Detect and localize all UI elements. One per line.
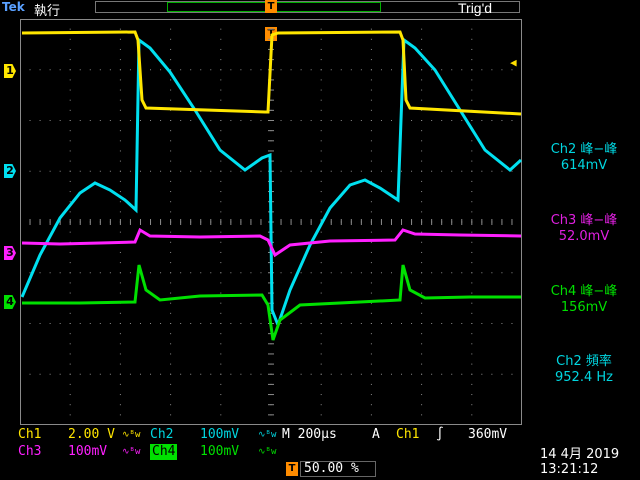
measurement-value: 156mV bbox=[560, 300, 608, 315]
ch1-waveform bbox=[21, 30, 522, 116]
trigger-position-top-icon: T bbox=[265, 0, 277, 13]
brand-prefix: Tek bbox=[2, 0, 25, 14]
measurement-value: 614mV bbox=[560, 158, 608, 173]
measurement-title: Ch2 峰−峰 bbox=[550, 142, 618, 157]
settings-row-2: Ch3 100mV ∿ᴮw Ch4 100mV ∿ᴮw bbox=[18, 444, 318, 460]
trigger-position-value[interactable]: 50.00 % bbox=[300, 461, 376, 477]
measurement-title: Ch4 峰−峰 bbox=[550, 284, 618, 299]
trigger-mode: A bbox=[372, 427, 380, 442]
measurement-value: 952.4 Hz bbox=[555, 370, 613, 385]
trigger-slope-icon: ∫ bbox=[436, 427, 444, 442]
ch2-waveform bbox=[20, 37, 522, 330]
ch2-marker[interactable]: 2 bbox=[4, 164, 16, 178]
ch1-marker[interactable]: 1 bbox=[4, 64, 16, 78]
measurement-title: Ch2 頻率 bbox=[556, 354, 612, 369]
date: 14 4月 2019 bbox=[540, 447, 620, 462]
acquisition-status: 執行 bbox=[34, 4, 61, 19]
waveform-display[interactable] bbox=[20, 19, 522, 425]
trigger-level-marker-icon[interactable]: ◀ bbox=[510, 56, 517, 69]
ch3-waveform bbox=[21, 227, 522, 258]
ch4-waveform bbox=[22, 264, 521, 341]
trigger-position-icon: T bbox=[286, 462, 298, 476]
measurement-value: 52.0mV bbox=[558, 229, 610, 244]
trigger-level[interactable]: 360mV bbox=[468, 427, 508, 442]
measurement-ch2-frequency: Ch2 頻率 952.4 Hz bbox=[528, 354, 640, 386]
settings-row-1: Ch1 2.00 V ∿ᴮw Ch2 100mV ∿ᴮw M 200µs A C… bbox=[18, 427, 528, 443]
ch4-scale[interactable]: 100mV bbox=[200, 444, 240, 459]
time: 13:21:12 bbox=[540, 462, 599, 477]
brand-logo: Tek bbox=[2, 0, 25, 14]
ch4-marker[interactable]: 4 bbox=[4, 295, 16, 309]
measurement-ch4-pk2pk: Ch4 峰−峰 156mV bbox=[528, 284, 640, 316]
ch3-scale[interactable]: 100mV bbox=[68, 444, 108, 459]
trigger-source[interactable]: Ch1 bbox=[396, 427, 420, 442]
ch1-label[interactable]: Ch1 bbox=[18, 427, 42, 442]
ch4-bandwidth-icon: ∿ᴮw bbox=[258, 447, 277, 457]
ch1-scale[interactable]: 2.00 V bbox=[68, 427, 115, 442]
record-view-bar bbox=[95, 1, 520, 13]
ch2-label[interactable]: Ch2 bbox=[150, 427, 174, 442]
measurement-title: Ch3 峰−峰 bbox=[550, 213, 618, 228]
measurement-ch3-pk2pk: Ch3 峰−峰 52.0mV bbox=[528, 213, 640, 245]
ch2-bandwidth-icon: ∿ᴮw bbox=[258, 430, 277, 440]
timebase[interactable]: M 200µs bbox=[282, 427, 337, 442]
trigger-status: Trig'd bbox=[458, 0, 493, 16]
ch1-bandwidth-icon: ∿ᴮw bbox=[122, 430, 141, 440]
ch3-label[interactable]: Ch3 bbox=[18, 444, 42, 459]
graticule bbox=[20, 19, 522, 425]
datetime: 14 4月 2019 13:21:12 bbox=[540, 447, 619, 477]
measurement-ch2-pk2pk: Ch2 峰−峰 614mV bbox=[528, 142, 640, 174]
ch3-marker[interactable]: 3 bbox=[4, 246, 16, 260]
ch4-label[interactable]: Ch4 bbox=[150, 444, 178, 460]
ch2-scale[interactable]: 100mV bbox=[200, 427, 240, 442]
ch3-bandwidth-icon: ∿ᴮw bbox=[122, 447, 141, 457]
